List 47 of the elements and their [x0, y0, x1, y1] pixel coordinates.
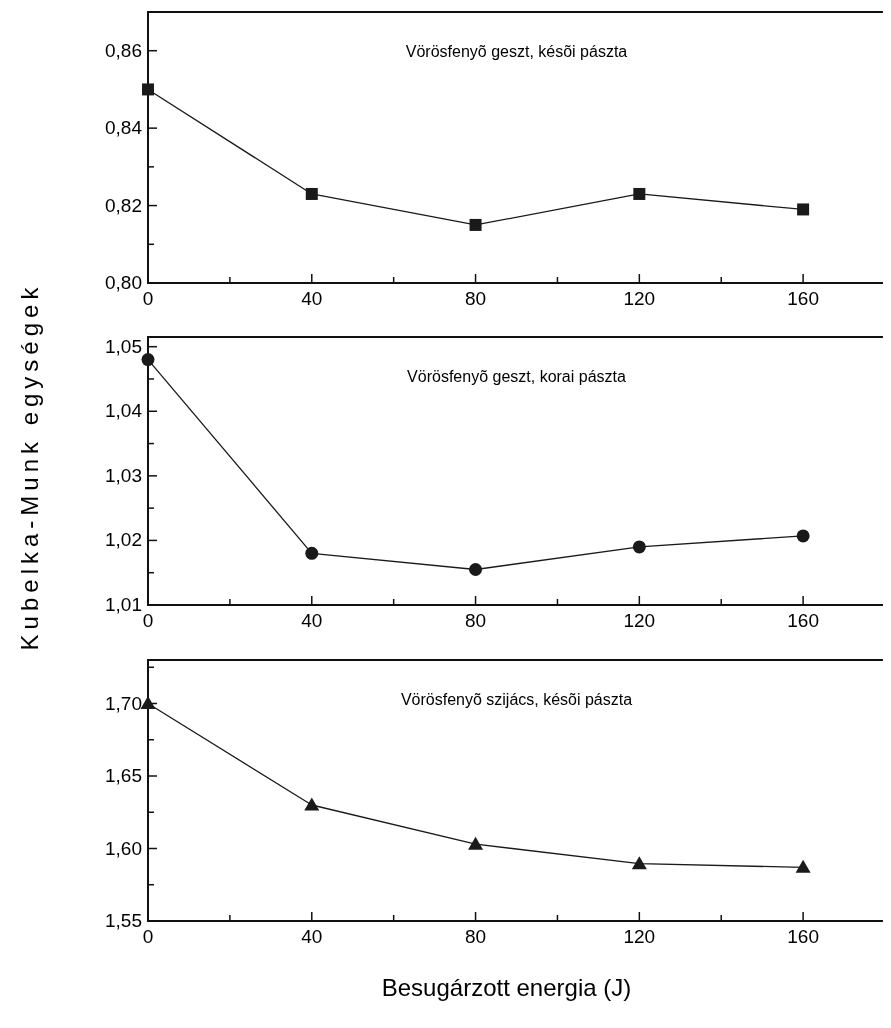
text: Vörösfenyõ szijács, késõi pászta — [400, 691, 633, 708]
x-tick-label: 0 — [142, 288, 154, 309]
x-axis-title: Besugárzott energia (J) — [381, 974, 632, 1001]
point — [305, 187, 318, 200]
point — [469, 562, 483, 576]
y-tick-label: 0,86 — [105, 39, 142, 61]
point — [797, 203, 810, 216]
x-tick-label: 160 — [787, 288, 819, 309]
point — [632, 540, 646, 554]
y-tick-label: 1,01 — [105, 594, 142, 615]
point — [633, 187, 646, 200]
y-tick-label: 1,03 — [105, 464, 142, 486]
x-tick-label: 80 — [464, 288, 487, 309]
point — [796, 529, 810, 543]
x-tick-label: 0 — [142, 610, 154, 631]
x-tick-label: 120 — [623, 288, 656, 309]
point — [795, 859, 811, 873]
x-tick-label: 40 — [301, 926, 323, 947]
point — [469, 218, 482, 231]
point — [468, 836, 484, 850]
x-tick-label: 80 — [464, 926, 487, 947]
point — [631, 856, 647, 870]
y-tick-label: 1,05 — [105, 335, 142, 357]
x-tick-label: 80 — [464, 610, 487, 631]
point — [141, 353, 155, 367]
y-tick-label: 1,70 — [105, 692, 142, 714]
x-tick-label: 0 — [142, 926, 154, 947]
text: Vörösfenyõ geszt, késõi pászta — [405, 43, 628, 60]
y-tick-label: 0,80 — [105, 272, 142, 293]
x-tick-label: 120 — [623, 926, 656, 947]
x-tick-label: 160 — [787, 610, 819, 631]
y-tick-label: 0,84 — [105, 117, 143, 139]
text: Vörösfenyõ geszt, korai pászta — [407, 368, 626, 385]
point — [304, 797, 320, 811]
y-tick-label: 0,82 — [105, 194, 142, 216]
y-tick-label: 1,04 — [105, 400, 143, 422]
y-tick-label: 1,02 — [105, 529, 142, 551]
y-axis-title: Kubelka-Munk egységek — [16, 282, 43, 651]
x-tick-label: 40 — [301, 610, 323, 631]
x-tick-label: 120 — [623, 610, 656, 631]
y-tick-label: 1,60 — [105, 837, 142, 859]
y-tick-label: 1,55 — [105, 910, 142, 931]
x-tick-label: 40 — [301, 288, 323, 309]
point — [305, 546, 319, 560]
y-tick-label: 1,65 — [105, 765, 142, 786]
x-tick-label: 160 — [787, 926, 819, 947]
point — [142, 83, 154, 96]
